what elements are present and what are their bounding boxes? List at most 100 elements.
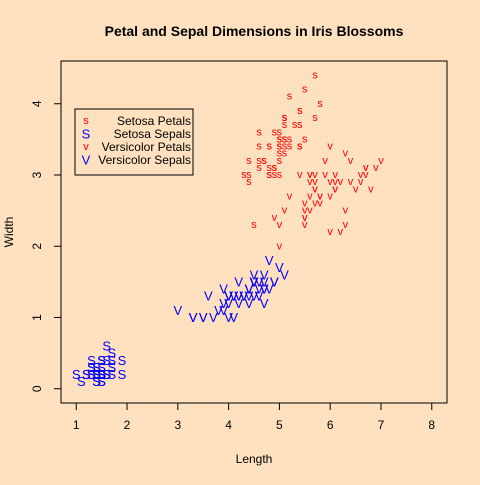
data-point: S — [97, 353, 106, 368]
data-point: S — [92, 374, 101, 389]
data-point: S — [97, 367, 106, 382]
data-point: s — [277, 169, 283, 181]
data-point: v — [312, 176, 318, 188]
legend-symbol: V — [82, 153, 91, 168]
x-tick-label: 4 — [225, 418, 232, 432]
data-point: s — [277, 155, 283, 167]
data-point: V — [260, 282, 269, 297]
data-point: S — [92, 367, 101, 382]
data-point: S — [102, 367, 111, 382]
data-point: S — [77, 374, 86, 389]
data-point: S — [92, 367, 101, 382]
data-point: S — [97, 367, 106, 382]
data-point: v — [348, 155, 354, 167]
data-point: v — [327, 176, 333, 188]
data-point: S — [87, 353, 96, 368]
data-point: v — [368, 183, 374, 195]
data-point: s — [297, 105, 303, 117]
data-point: S — [97, 367, 106, 382]
data-point: v — [312, 169, 318, 181]
data-point: v — [302, 212, 308, 224]
data-point: s — [297, 119, 303, 131]
data-point: v — [287, 190, 293, 202]
data-point: V — [224, 296, 233, 311]
data-point: s — [297, 141, 303, 153]
data-point: s — [266, 169, 272, 181]
data-point: s — [246, 155, 252, 167]
data-point: s — [292, 119, 298, 131]
y-tick-label: 2 — [30, 243, 44, 250]
data-point: V — [255, 282, 264, 297]
data-point: v — [327, 190, 333, 202]
data-point: V — [260, 282, 269, 297]
data-point: v — [333, 183, 339, 195]
data-point: S — [118, 353, 127, 368]
data-point: v — [307, 169, 313, 181]
data-point: v — [302, 198, 308, 210]
data-point: S — [118, 367, 127, 382]
data-point: v — [307, 205, 313, 217]
x-axis-label: Length — [236, 452, 273, 466]
data-point: S — [102, 367, 111, 382]
data-point: s — [282, 141, 288, 153]
data-point: V — [224, 289, 233, 304]
data-point: V — [240, 289, 249, 304]
data-point: V — [189, 310, 198, 325]
data-point: S — [92, 367, 101, 382]
data-point: V — [245, 282, 254, 297]
data-point: S — [107, 346, 116, 361]
data-point: v — [343, 219, 349, 231]
data-point: s — [277, 141, 283, 153]
legend-symbol: S — [82, 127, 91, 142]
data-point: V — [224, 289, 233, 304]
data-point: v — [282, 205, 288, 217]
data-point: s — [241, 169, 247, 181]
data-point: S — [97, 360, 106, 375]
data-point: V — [240, 289, 249, 304]
data-point: S — [87, 360, 96, 375]
data-point: S — [92, 367, 101, 382]
data-point: s — [287, 133, 293, 145]
x-tick-label: 6 — [327, 418, 334, 432]
data-point: V — [245, 296, 254, 311]
data-point: v — [317, 190, 323, 202]
data-point: V — [250, 289, 259, 304]
data-point: v — [373, 162, 379, 174]
data-point: S — [97, 367, 106, 382]
data-point: S — [97, 353, 106, 368]
data-point: s — [266, 169, 272, 181]
data-point: s — [302, 84, 308, 96]
data-point: v — [338, 226, 344, 238]
data-point: S — [92, 360, 101, 375]
data-point: V — [270, 274, 279, 289]
data-point: s — [302, 133, 308, 145]
data-point: s — [282, 133, 288, 145]
legend-label: Setosa Sepals — [114, 127, 191, 141]
data-point: V — [229, 310, 238, 325]
data-point: s — [297, 105, 303, 117]
legend-label: Versicolor Sepals — [98, 153, 191, 167]
data-point: S — [107, 353, 116, 368]
legend-symbol: v — [83, 141, 89, 153]
data-point: v — [272, 212, 278, 224]
x-tick-label: 8 — [428, 418, 435, 432]
data-point: v — [317, 190, 323, 202]
data-point: S — [87, 360, 96, 375]
data-point: S — [92, 367, 101, 382]
data-point: v — [307, 169, 313, 181]
x-tick-label: 7 — [378, 418, 385, 432]
data-point: v — [307, 190, 313, 202]
data-point: S — [92, 367, 101, 382]
chart-title: Petal and Sepal Dimensions in Iris Bloss… — [105, 23, 404, 39]
data-point: V — [250, 274, 259, 289]
y-axis-label: Width — [2, 217, 16, 248]
data-point: v — [343, 148, 349, 160]
data-point: v — [333, 183, 339, 195]
data-point: V — [199, 310, 208, 325]
data-point: s — [282, 112, 288, 124]
legend-label: Setosa Petals — [117, 114, 191, 128]
data-point: S — [92, 360, 101, 375]
data-point: S — [87, 367, 96, 382]
